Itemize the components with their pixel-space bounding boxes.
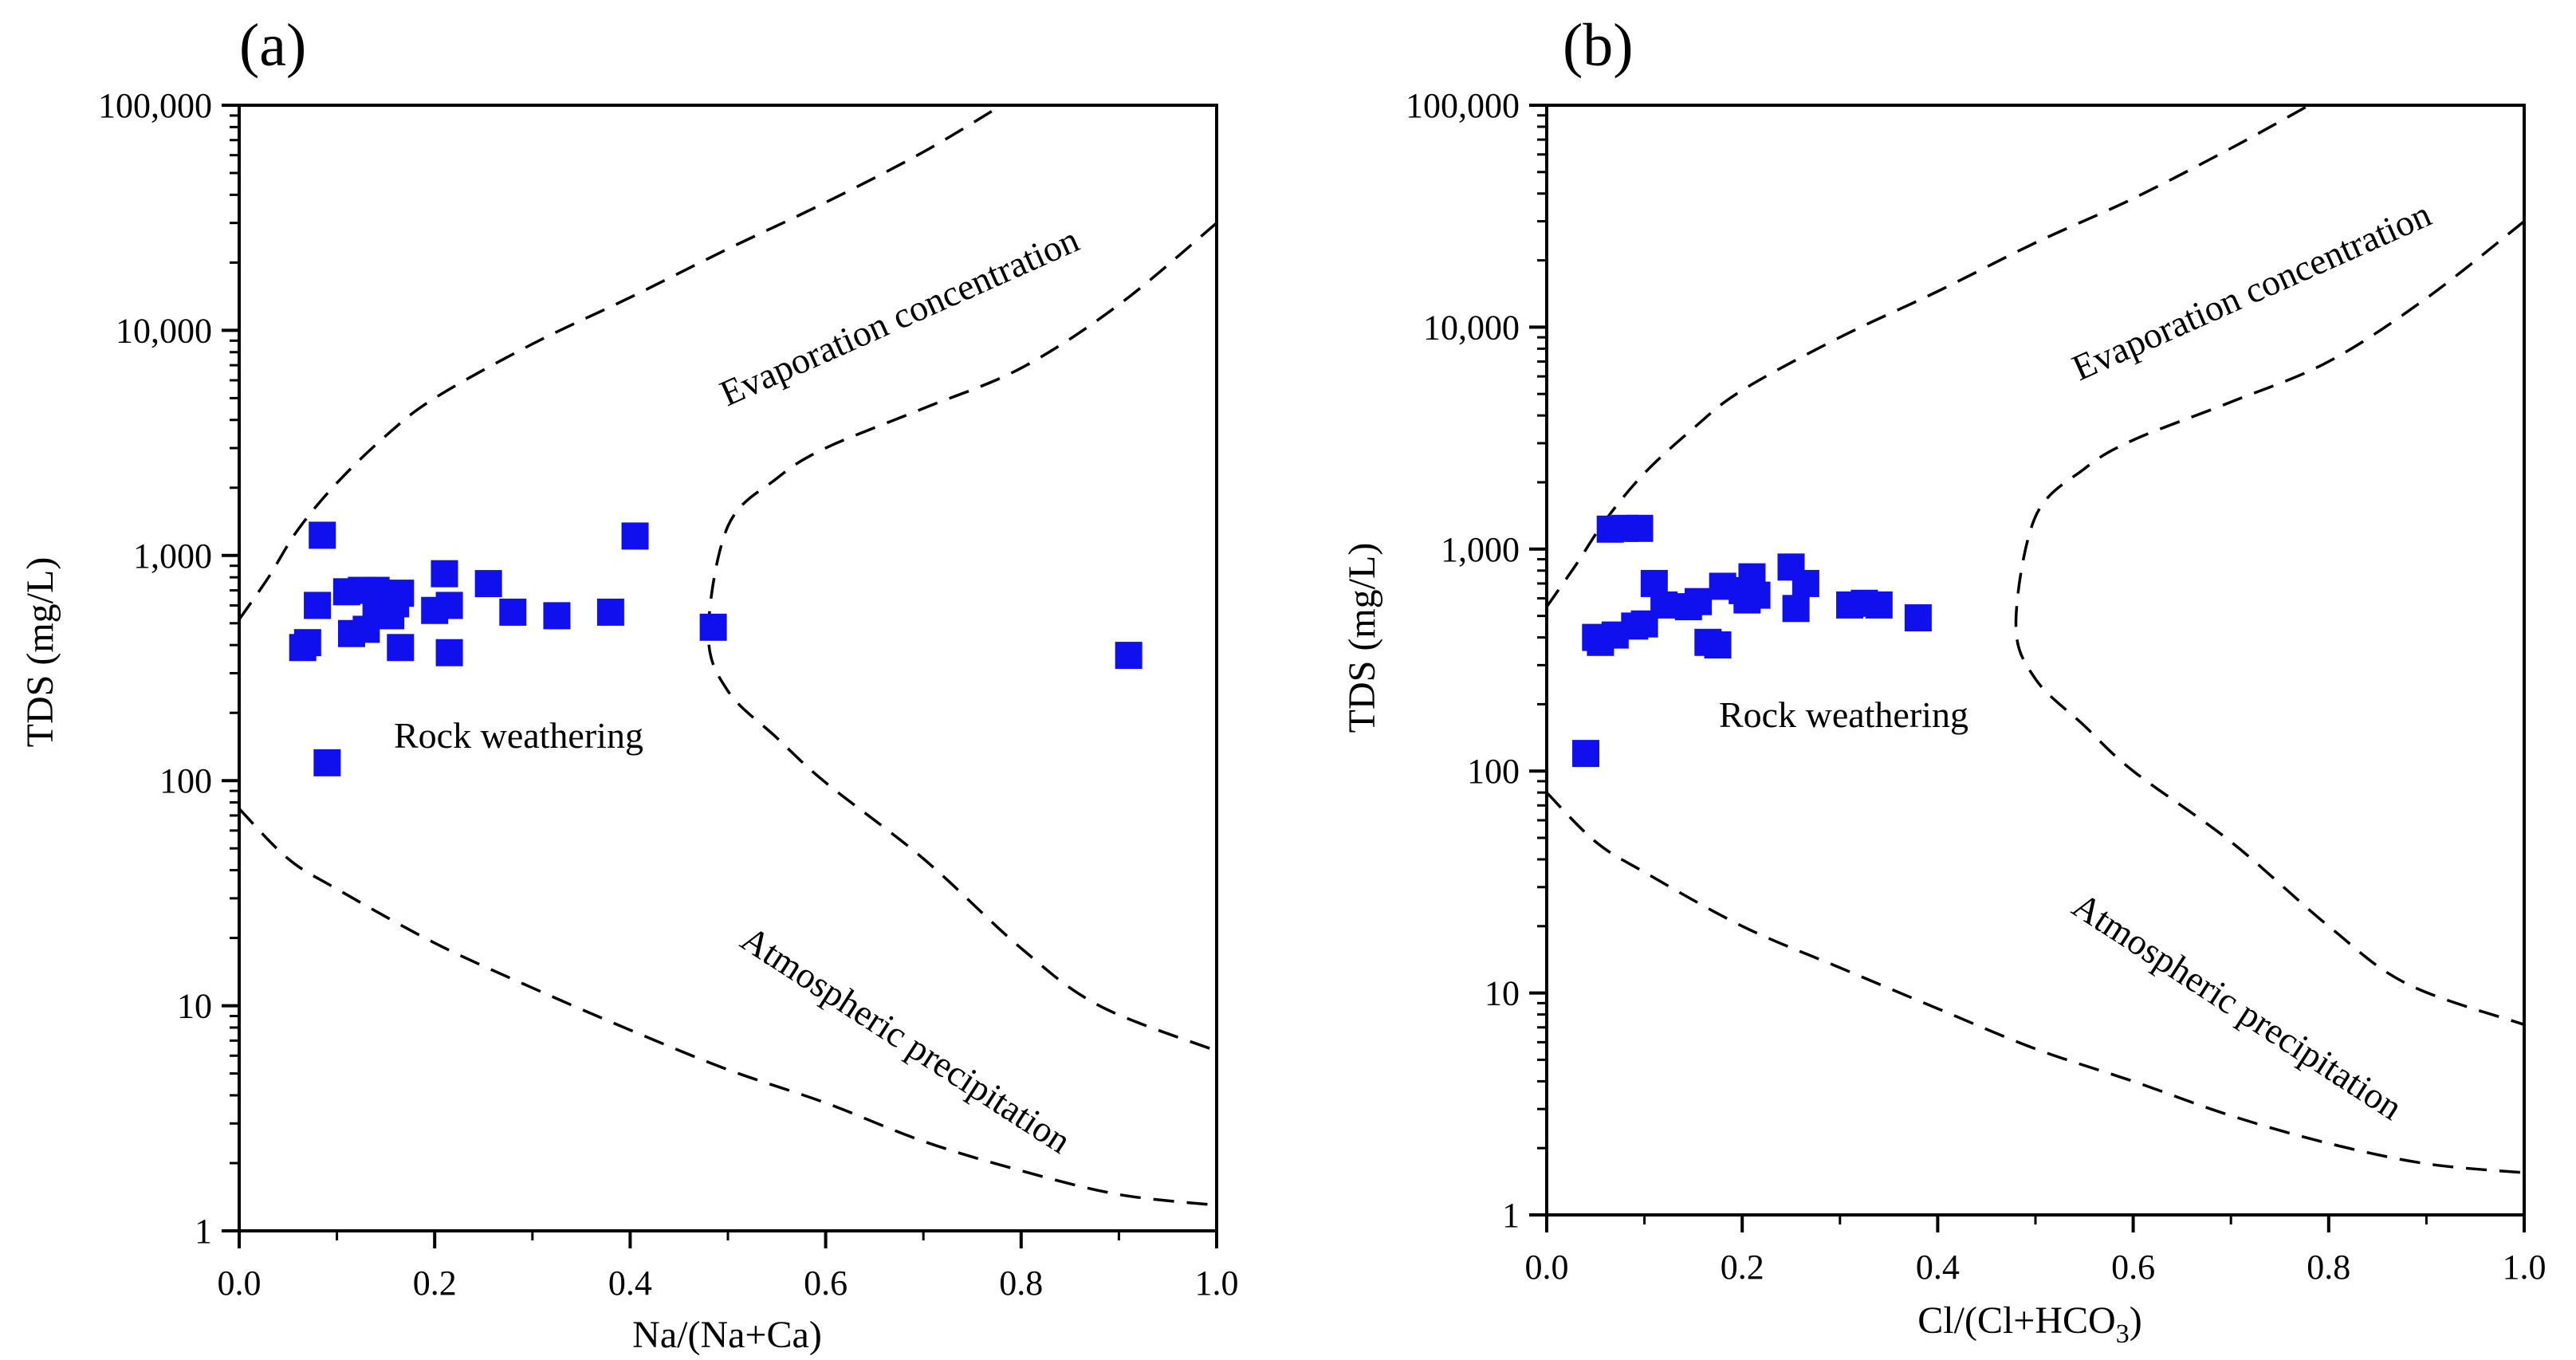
panel-b-x-tick-label: 0.0 xyxy=(1525,1248,1569,1287)
panel-a-y-tick-label: 1,000 xyxy=(133,537,212,576)
panel-b-data-point xyxy=(1685,588,1713,615)
panel-a-points xyxy=(289,521,1142,776)
panel-b-data-point xyxy=(1865,591,1893,619)
panel-b-y-tick-label: 1,000 xyxy=(1441,530,1520,569)
panel-b-y-tick-label: 10 xyxy=(1485,974,1520,1013)
panel-a-boundary-upper xyxy=(238,104,1003,620)
panel-b-x-tick-label: 0.4 xyxy=(1916,1248,1960,1287)
panel-b-y-tick-label: 100,000 xyxy=(1406,86,1520,125)
panel-a-axes: 0.0 0.2 0.4 0.6 0.8 1.0 1 10 100 1,000 10,000 100,0… xyxy=(98,86,1239,1303)
panel-a-boundaries xyxy=(238,104,1218,1207)
panel-b-x-tick-label: 0.8 xyxy=(2307,1248,2350,1287)
panel-a-data-point xyxy=(499,598,527,626)
panel-a-x-tick-label: 0.0 xyxy=(218,1264,262,1303)
panel-b-y-title: TDS (mg/L) xyxy=(1341,543,1383,733)
panel-a-data-point xyxy=(435,639,463,666)
panel-b-x-title-sub: 3 xyxy=(2116,1319,2130,1349)
panel-a-data-point xyxy=(304,592,332,619)
panel-b-x-tick-label: 0.2 xyxy=(1721,1248,1764,1287)
panel-b-y-tick-label: 100 xyxy=(1467,752,1520,791)
panel-b-y-tick-label: 1 xyxy=(1502,1196,1520,1235)
panel-a-data-point xyxy=(596,598,624,626)
panel-a-boundary-inner xyxy=(706,222,1218,1052)
panel-a-rock-label: Rock weathering xyxy=(394,715,643,756)
panel-b-x-title: Cl/(Cl+HCO3) xyxy=(1917,1299,2141,1349)
panel-b-x-title-end: ) xyxy=(2130,1299,2142,1342)
panel-a-data-point xyxy=(543,602,571,630)
panel-b-data-point xyxy=(1791,569,1819,597)
panel-b-rock-label: Rock weathering xyxy=(1719,694,1968,735)
panel-b-data-point xyxy=(1904,604,1932,632)
panel-a-data-point xyxy=(435,592,463,619)
panel-b-data-point xyxy=(1650,591,1678,619)
panel-b-data-point xyxy=(1782,595,1810,623)
panel-b-axes: 0.0 0.2 0.4 0.6 0.8 1.0 1 10 100 1,000 10,000 100,0… xyxy=(1406,86,2547,1287)
panel-a-x-tick-label: 0.6 xyxy=(804,1264,848,1303)
panel-a-data-point xyxy=(431,560,458,588)
panel-b-boundary-inner xyxy=(2014,220,2526,1026)
panel-a-boundary-lower xyxy=(238,808,1217,1207)
panel-a-x-title: Na/(Na+Ca) xyxy=(632,1314,822,1356)
panel-a-data-point xyxy=(387,634,415,662)
panel-a-data-point xyxy=(621,522,649,550)
panel-b-data-point xyxy=(1626,514,1654,542)
panel-a-y-tick-label: 10,000 xyxy=(116,311,212,350)
panel-a-y-tick-label: 1 xyxy=(195,1212,212,1251)
panel-a-data-point xyxy=(699,613,727,641)
panel-a-data-point xyxy=(387,580,415,607)
panel-a-x-tick-label: 0.2 xyxy=(413,1264,457,1303)
panel-b-x-title-main: Cl/(Cl+HCO xyxy=(1917,1299,2115,1342)
panel-a-data-point xyxy=(313,749,341,776)
panel-a-y-tick-label: 100,000 xyxy=(98,86,212,125)
panel-a-y-tick-label: 100 xyxy=(159,761,212,800)
panel-b-data-point xyxy=(1572,740,1600,768)
panel-a-x-tick-label: 1.0 xyxy=(1195,1264,1239,1303)
panel-a-data-point xyxy=(1115,642,1142,670)
panel-b-data-point xyxy=(1704,631,1732,659)
panel-a-x-tick-label: 0.4 xyxy=(608,1264,652,1303)
panel-a-y-tick-label: 10 xyxy=(177,987,212,1026)
panel-b-data-point xyxy=(1743,581,1771,609)
panel-b-x-tick-label: 1.0 xyxy=(2503,1248,2547,1287)
panel-a-label: (a) xyxy=(239,12,306,79)
panel-b-y-tick-label: 10,000 xyxy=(1423,308,1520,347)
panel-b-label: (b) xyxy=(1563,12,1634,79)
panel-a-data-point xyxy=(293,629,321,657)
panel-a-y-title: TDS (mg/L) xyxy=(19,557,61,748)
panel-a-data-point xyxy=(474,570,502,598)
panel-a-x-tick-label: 0.8 xyxy=(999,1264,1043,1303)
panel-b-boundary-lower xyxy=(1545,791,2525,1174)
panel-b-x-tick-label: 0.6 xyxy=(2111,1248,2155,1287)
panel-b-points xyxy=(1572,514,1932,768)
panel-a-data-point xyxy=(309,521,336,549)
